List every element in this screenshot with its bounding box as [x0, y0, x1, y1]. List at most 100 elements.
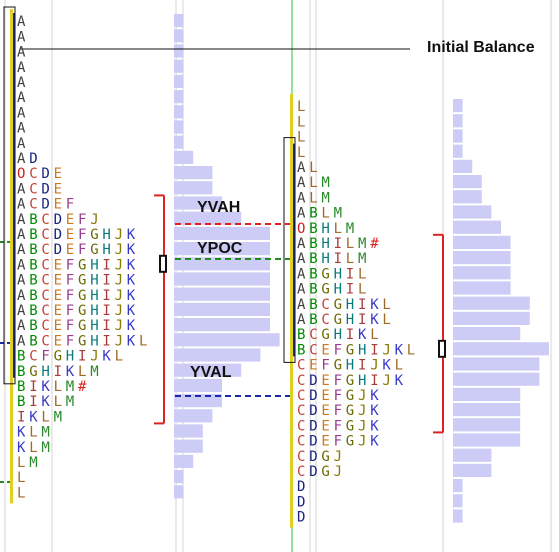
tpo-letter: J	[115, 273, 123, 289]
histogram-bar	[453, 387, 521, 401]
tpo-letter: F	[66, 288, 74, 304]
histogram-bar	[174, 470, 184, 484]
tpo-letter: A	[17, 227, 26, 243]
tpo-letter: J	[90, 349, 98, 365]
tpo-letter: E	[54, 288, 62, 304]
tpo-letter: F	[66, 197, 74, 213]
tpo-letter: K	[127, 273, 136, 289]
tpo-letter: G	[90, 227, 98, 243]
tpo-letter: A	[17, 29, 26, 45]
histogram-bar	[174, 196, 222, 210]
tpo-letter: C	[297, 388, 305, 404]
tpo-letter: H	[321, 236, 329, 252]
histogram-bar	[453, 494, 463, 508]
tpo-letter: I	[102, 333, 110, 349]
tpo-letter: I	[29, 379, 37, 395]
tpo-letter: J	[90, 212, 98, 228]
tpo-letter: K	[29, 409, 38, 425]
tpo-letter: L	[407, 342, 415, 358]
tpo-letter: M	[358, 251, 366, 267]
tpo-letter: J	[115, 303, 123, 319]
tpo-letter: G	[346, 403, 354, 419]
tpo-letter: G	[78, 333, 86, 349]
tpo-letter: J	[115, 227, 123, 243]
tpo-letter: I	[358, 297, 366, 313]
tpo-letter: F	[66, 273, 74, 289]
tpo-letter: E	[321, 434, 329, 450]
tpo-letter: L	[346, 236, 354, 252]
histogram-bar	[174, 14, 184, 28]
histogram-bar	[174, 226, 270, 240]
histogram-bar	[453, 175, 482, 189]
tpo-letter: L	[321, 206, 329, 222]
tpo-letter: K	[382, 358, 391, 374]
tpo-letter: E	[66, 227, 74, 243]
tpo-letter: I	[358, 358, 366, 374]
tpo-letter: K	[370, 434, 379, 450]
tpo-letter: H	[66, 349, 74, 365]
tpo-letter: G	[321, 449, 329, 465]
tpo-letter: H	[334, 266, 342, 282]
tpo-letter: D	[41, 166, 49, 182]
tpo-letter: B	[309, 297, 317, 313]
histogram-bar	[174, 120, 184, 134]
tpo-letter: B	[29, 257, 37, 273]
tpo-letter: I	[346, 282, 354, 298]
tpo-letter: C	[29, 197, 37, 213]
tpo-letter: D	[309, 373, 317, 389]
histogram-bar	[174, 105, 184, 119]
histogram-bar	[453, 281, 511, 295]
histogram-bar	[453, 114, 463, 128]
tpo-letter: A	[17, 75, 26, 91]
tpo-letter: C	[41, 318, 49, 334]
tpo-letter: E	[54, 273, 62, 289]
tpo-letter: C	[297, 373, 305, 389]
tpo-letter: B	[309, 236, 317, 252]
tpo-letter: K	[17, 440, 26, 456]
histogram-bar	[453, 144, 463, 158]
tpo-letter: M	[321, 190, 329, 206]
tpo-letter: F	[334, 418, 342, 434]
histogram-bar	[453, 205, 492, 219]
tpo-letter: A	[17, 60, 26, 76]
initial-balance-box	[283, 137, 296, 363]
tpo-letter: L	[309, 190, 317, 206]
tpo-letter: A	[297, 297, 306, 313]
tpo-letter: D	[309, 403, 317, 419]
tpo-letter: I	[54, 364, 62, 380]
tpo-letter: K	[127, 227, 136, 243]
tpo-letter: I	[102, 318, 110, 334]
tpo-letter: L	[41, 409, 49, 425]
histogram-bar	[453, 372, 540, 386]
tpo-letter: C	[41, 303, 49, 319]
tpo-letter: K	[41, 394, 50, 410]
tpo-letter: G	[334, 312, 342, 328]
tpo-letter: L	[370, 327, 378, 343]
tpo-letter: I	[334, 251, 342, 267]
tpo-letter: C	[321, 312, 329, 328]
tpo-letter: J	[115, 257, 123, 273]
tpo-letter: M	[66, 394, 74, 410]
histogram-bar	[453, 129, 463, 143]
histogram-bar	[453, 190, 482, 204]
tpo-letter: G	[346, 373, 354, 389]
tpo-letter: L	[309, 175, 317, 191]
tpo-letter: L	[17, 455, 25, 471]
tpo-letter: G	[78, 303, 86, 319]
tpo-letter: E	[66, 212, 74, 228]
tpo-letter: D	[309, 418, 317, 434]
tpo-letter: H	[41, 364, 49, 380]
histogram-bar	[453, 479, 463, 493]
tpo-letter: K	[395, 342, 404, 358]
tpo-letter: B	[309, 312, 317, 328]
tpo-letter: G	[78, 257, 86, 273]
tpo-letter: J	[115, 333, 123, 349]
tpo-letter: G	[321, 464, 329, 480]
histogram-bar	[453, 418, 521, 432]
tpo-letter: K	[127, 318, 136, 334]
tpo-letter: J	[334, 464, 342, 480]
tpo-letter: B	[29, 242, 37, 258]
histogram-bar	[453, 311, 530, 325]
histogram-bar	[453, 403, 521, 417]
tpo-letter: F	[78, 242, 86, 258]
